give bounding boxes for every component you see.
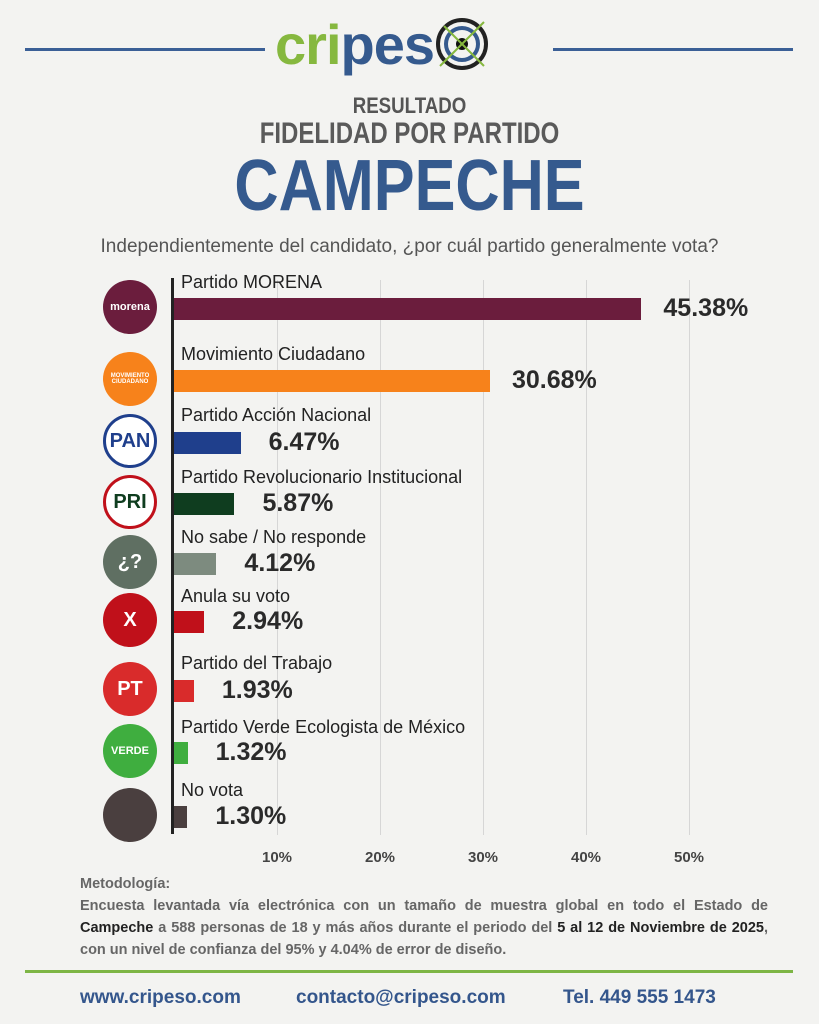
category-label: Partido del Trabajo <box>181 653 333 673</box>
value-label: 6.47% <box>268 428 340 456</box>
bar <box>174 493 235 515</box>
x-tick-label: 30% <box>467 849 499 866</box>
bar <box>174 553 217 575</box>
pan-logo-icon: PAN <box>103 414 157 468</box>
value-label: 1.32% <box>215 738 287 766</box>
bar <box>174 298 642 320</box>
bar <box>174 611 205 633</box>
website-link[interactable]: www.cripeso.com <box>80 987 241 1008</box>
pri-logo-icon: PRI <box>103 475 157 529</box>
category-label: Partido MORENA <box>181 272 323 292</box>
movimiento-ciudadano-logo-icon: MOVIMIENTO CIUDADANO <box>103 352 157 406</box>
x-tick-label: 20% <box>364 849 396 866</box>
value-label: 4.12% <box>244 549 316 577</box>
cripeso-logo: cripes <box>275 12 490 77</box>
value-label: 30.68% <box>512 366 597 394</box>
morena-logo-icon: morena <box>103 280 157 334</box>
page-title: CAMPECHE <box>234 146 585 226</box>
gridline <box>380 280 381 835</box>
methodology-dates: 5 al 12 de Noviembre de 2025 <box>557 920 764 936</box>
methodology-text: a 588 personas de 18 y más años durante … <box>153 920 558 936</box>
email-link[interactable]: contacto@cripeso.com <box>296 987 506 1008</box>
gridline <box>689 280 690 835</box>
header-rule-left <box>25 48 265 51</box>
ballot-icon <box>103 788 157 842</box>
x-tick-label: 50% <box>673 849 705 866</box>
header-rule-right <box>553 48 793 51</box>
value-label: 2.94% <box>232 607 304 635</box>
gridline <box>483 280 484 835</box>
gridline <box>586 280 587 835</box>
gridline <box>277 280 278 835</box>
category-label: No sabe / No responde <box>181 527 367 547</box>
value-label: 45.38% <box>663 294 749 322</box>
y-axis-line <box>171 278 174 834</box>
x-mark-icon: X <box>103 593 157 647</box>
bar <box>174 370 490 392</box>
value-label: 5.87% <box>262 489 334 517</box>
bar <box>174 742 188 764</box>
footer-divider <box>25 970 793 973</box>
methodology-state: Campeche <box>80 920 154 936</box>
category-label: Partido Verde Ecologista de México <box>181 717 466 737</box>
methodology-text: , con un nivel de confianza del 95% y 4.… <box>80 920 768 958</box>
verde-logo-icon: VERDE <box>103 724 157 778</box>
value-label: 1.30% <box>215 802 287 830</box>
x-tick-label: 10% <box>261 849 293 866</box>
subtitle-resultado: RESULTADO <box>352 93 467 118</box>
category-label: Partido Revolucionario Institucional <box>181 467 463 487</box>
methodology: Metodología: Encuesta levantada vía elec… <box>80 873 768 961</box>
category-label: No vota <box>181 780 244 800</box>
bar <box>174 432 241 454</box>
subtitle-fidelidad: FIDELIDAD POR PARTIDO <box>259 117 560 150</box>
category-label: Anula su voto <box>181 586 291 606</box>
target-icon <box>436 18 488 70</box>
methodology-text: Encuesta levantada vía electrónica con u… <box>80 898 768 914</box>
bar <box>174 680 194 702</box>
methodology-title: Metodología: <box>80 876 171 892</box>
x-tick-label: 40% <box>570 849 602 866</box>
category-label: Movimiento Ciudadano <box>181 344 366 364</box>
phone-number: Tel. 449 555 1473 <box>563 987 716 1008</box>
category-label: Partido Acción Nacional <box>181 405 372 425</box>
value-label: 1.93% <box>221 676 293 704</box>
pt-logo-icon: PT <box>103 662 157 716</box>
survey-question: Independientemente del candidato, ¿por c… <box>100 236 719 257</box>
question-mark-icon: ¿? <box>103 535 157 589</box>
bar <box>174 806 188 828</box>
